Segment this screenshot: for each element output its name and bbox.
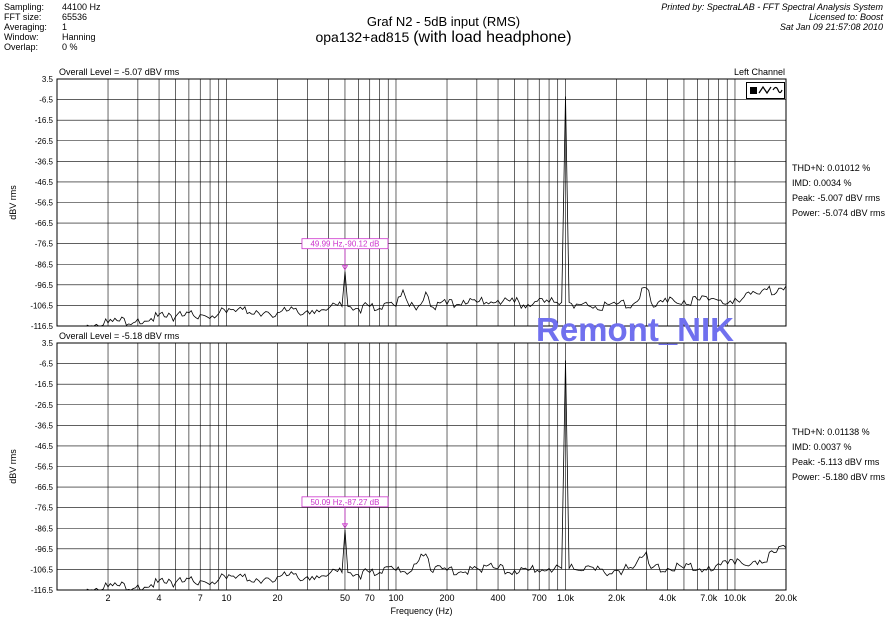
x-tick-label: 10 [221,593,231,603]
y-tick-label: -26.5 [35,401,54,410]
fft-size-value: 65536 [62,12,88,22]
imd-value: IMD: 0.0037 % [792,442,852,452]
window-value: Hanning [62,32,96,42]
overall-level-label: Overall Level = -5.18 dBV rms [59,331,180,341]
y-axis-label: dBV rms [8,449,18,484]
marker-label: 50.09 Hz,-87.27 dB [310,498,379,507]
y-tick-label: -66.5 [35,483,54,492]
y-tick-label: -96.5 [35,281,54,290]
y-tick-label: -66.5 [35,219,54,228]
x-tick-label: 7.0k [700,593,718,603]
marker-arrow-icon [341,523,349,529]
overall-level-label: Overall Level = -5.07 dBV rms [59,67,180,77]
spectrum-trace [86,96,787,327]
y-tick-label: -46.5 [35,178,54,187]
sampling-value: 44100 Hz [62,2,101,12]
y-tick-label: -86.5 [35,260,54,269]
overlap-value: 0 % [62,42,78,52]
peak-value: Peak: -5.113 dBV rms [792,457,880,467]
y-tick-label: -16.5 [35,116,54,125]
wave-glyph-icon [750,85,783,95]
y-tick-label: -106.5 [30,301,53,310]
watermark: Remont_NIK [536,311,735,348]
x-tick-label: 20.0k [775,593,798,603]
spectrum-trace [86,360,787,591]
channel-label: Left Channel [734,67,785,77]
x-tick-label: 7 [198,593,203,603]
y-tick-label: -56.5 [35,199,54,208]
print-date: Sat Jan 09 21:57:08 2010 [779,22,883,32]
settings-labels: Sampling: FFT size: Averaging: Window: O… [4,2,47,52]
x-tick-label: 4 [157,593,162,603]
subtitle-suffix: (with load headphone) [413,29,572,46]
y-tick-label: -76.5 [35,240,54,249]
subtitle-prefix: opa132+ad815 [315,29,414,45]
chart-subtitle: opa132+ad815 (with load headphone) [0,29,887,47]
y-tick-label: -6.5 [39,96,53,105]
licensed-to: Licensed to: Boost [808,12,883,22]
y-tick-label: 3.5 [42,339,54,348]
x-tick-label: 20 [273,593,283,603]
imd-value: IMD: 0.0034 % [792,178,852,188]
top-stats-panel: THD+N: 0.01012 % IMD: 0.0034 % Peak: -5.… [792,161,885,221]
y-tick-label: -56.5 [35,463,54,472]
window-label: Window: [4,32,39,42]
x-tick-label: 200 [439,593,454,603]
printed-by: Printed by: SpectraLAB - FFT Spectral An… [661,2,883,12]
x-tick-label: 10.0k [724,593,747,603]
peak-value: Peak: -5.007 dBV rms [792,193,881,203]
x-tick-label: 2.0k [608,593,626,603]
y-tick-label: -116.5 [31,322,54,331]
y-tick-label: -6.5 [39,360,53,369]
y-tick-label: 3.5 [42,75,54,84]
power-value: Power: -5.180 dBV rms [792,472,886,482]
averaging-value: 1 [62,22,68,32]
bottom-stats-panel: THD+N: 0.01138 % IMD: 0.0037 % Peak: -5.… [792,425,885,485]
x-axis-label: Frequency (Hz) [390,606,452,616]
thdn-value: THD+N: 0.01138 % [792,427,870,437]
power-value: Power: -5.074 dBV rms [792,208,886,218]
spectralab-logo-icon [746,82,785,99]
marker-arrow-icon [341,265,349,271]
thdn-value: THD+N: 0.01012 % [792,163,871,173]
y-tick-label: -36.5 [35,421,54,430]
y-tick-label: -76.5 [35,504,54,513]
y-tick-label: -116.5 [31,586,54,595]
y-tick-label: -16.5 [35,380,54,389]
y-tick-label: -106.5 [30,565,53,574]
y-tick-label: -46.5 [35,442,54,451]
y-axis-label: dBV rms [8,185,18,220]
fft-size-label: FFT size: [4,12,42,22]
x-tick-label: 700 [532,593,547,603]
x-tick-label: 1.0k [557,593,575,603]
chart-title: Graf N2 - 5dB input (RMS) [366,14,521,29]
x-tick-label: 70 [365,593,375,603]
settings-values: 44100 Hz 65536 1 Hanning 0 % [62,2,101,52]
y-tick-label: -96.5 [35,545,54,554]
sampling-label: Sampling: [4,2,45,12]
y-tick-label: -86.5 [35,524,54,533]
x-tick-label: 400 [491,593,506,603]
y-tick-label: -26.5 [35,137,54,146]
overlap-label: Overlap: [4,42,39,52]
marker-label: 49.99 Hz,-90.12 dB [310,240,379,249]
x-tick-label: 100 [388,593,403,603]
x-tick-label: 4.0k [659,593,677,603]
x-tick-label: 2 [106,593,111,603]
x-tick-label: 50 [340,593,350,603]
print-info: Printed by: SpectraLAB - FFT Spectral An… [661,2,883,32]
averaging-label: Averaging: [4,22,47,32]
y-tick-label: -36.5 [35,157,54,166]
